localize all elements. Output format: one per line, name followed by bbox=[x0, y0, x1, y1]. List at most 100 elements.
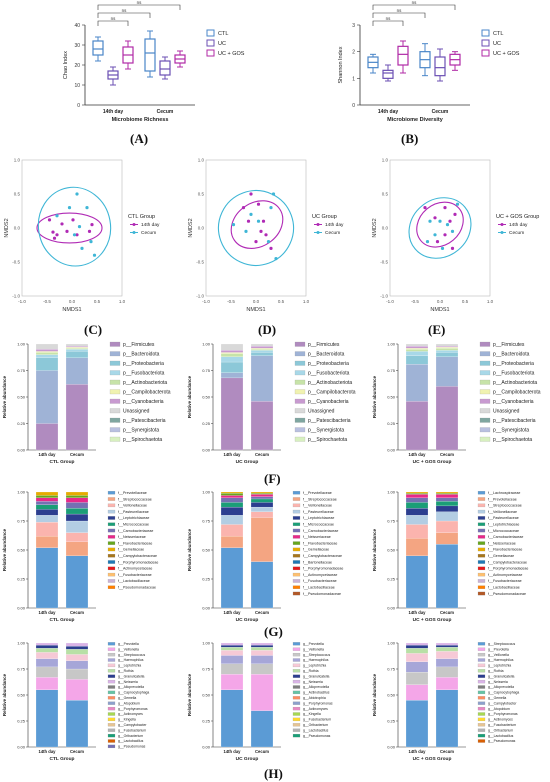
legend-label: f__Lactobacillaceae bbox=[488, 586, 520, 590]
legend-swatch bbox=[292, 658, 301, 662]
legend-swatch bbox=[294, 427, 306, 433]
bar-segment bbox=[250, 502, 274, 508]
legend-label: g__Prevotella bbox=[488, 647, 509, 651]
x-axis-title: UC Group bbox=[236, 617, 259, 623]
legend-marker bbox=[132, 223, 136, 226]
x-axis-title: UC + GOS Group bbox=[413, 617, 452, 623]
bar-segment bbox=[435, 346, 459, 348]
bar-segment bbox=[405, 700, 429, 748]
y-tick-label: 0.50 bbox=[387, 548, 396, 553]
y-tick-label: 0.75 bbox=[387, 667, 396, 672]
legend-swatch bbox=[292, 690, 301, 695]
legend-swatch bbox=[107, 585, 116, 589]
legend-swatch bbox=[107, 685, 116, 689]
bar-segment bbox=[405, 524, 429, 539]
bar-segment bbox=[405, 497, 429, 503]
bar-segment bbox=[35, 343, 59, 350]
legend-swatch bbox=[107, 560, 116, 564]
panel-label-b: (B) bbox=[401, 131, 419, 146]
legend-swatch bbox=[292, 585, 301, 589]
legend-swatch bbox=[477, 706, 486, 711]
y-tick-label: 0.25 bbox=[387, 577, 396, 582]
significance-bracket bbox=[372, 20, 404, 26]
legend-swatch bbox=[481, 49, 490, 57]
x-tick-label: 14th day bbox=[409, 610, 427, 615]
legend-swatch bbox=[107, 509, 116, 514]
bar-segment bbox=[35, 658, 59, 668]
legend-swatch bbox=[294, 341, 306, 347]
panel-b-diversity: 0 1 2 3 Shannon Index Microbiome Diversity 14t… bbox=[275, 0, 550, 130]
legend-label: f__Pseudomonadaceae bbox=[118, 586, 156, 590]
x-axis-title: UC Group bbox=[236, 459, 259, 465]
y-tick-label: 0.75 bbox=[17, 368, 26, 373]
legend-swatch bbox=[479, 427, 491, 433]
legend-label: g__Atopobium bbox=[488, 707, 510, 711]
legend-swatch bbox=[107, 723, 116, 727]
scatter-point bbox=[244, 229, 248, 233]
legend-label: g__Veillonella bbox=[118, 647, 139, 651]
legend-swatch bbox=[477, 566, 486, 571]
chart-h-genus: 0.00 0.25 0.50 0.75 1.00 Relative abundance 14… bbox=[2, 641, 519, 763]
legend-label: g__Veillonella bbox=[488, 653, 509, 657]
scatter-point bbox=[423, 206, 427, 210]
bar-segment bbox=[35, 501, 59, 505]
legend-label: g__Prevotella bbox=[118, 642, 139, 646]
legend-label: g__Leptotrichia bbox=[303, 664, 326, 668]
bar-segment bbox=[35, 648, 59, 653]
x-tick-label: 0.5 bbox=[94, 299, 101, 304]
legend-label: f__Gemellaceae bbox=[303, 548, 329, 552]
legend-swatch bbox=[109, 436, 121, 442]
bar-segment bbox=[220, 372, 244, 379]
legend-swatch bbox=[477, 701, 486, 705]
bar-segment bbox=[250, 352, 274, 356]
scatter-point bbox=[274, 257, 278, 261]
x-axis-title: Microbiome Richness bbox=[112, 117, 169, 123]
legend-swatch bbox=[292, 541, 301, 545]
bar-segment bbox=[65, 668, 89, 680]
legend-label: f__Actinomycetaceae bbox=[303, 573, 337, 577]
legend-swatch bbox=[109, 351, 121, 357]
bar-segment bbox=[35, 689, 59, 748]
bar-segment bbox=[405, 364, 429, 402]
legend-label: g__Porphyromonas bbox=[118, 707, 148, 711]
legend-swatch bbox=[206, 49, 215, 57]
legend-swatch bbox=[107, 674, 116, 678]
legend-label: 14th day bbox=[325, 222, 344, 228]
bar-segment bbox=[250, 493, 274, 495]
y-tick-label: 0.25 bbox=[17, 421, 26, 426]
x-tick-label: 14th day bbox=[409, 749, 427, 754]
y-tick-label: 1.00 bbox=[387, 342, 396, 347]
legend-swatch bbox=[477, 685, 486, 689]
significance-bracket bbox=[372, 4, 456, 10]
y-tick-label: 1.0 bbox=[14, 158, 21, 163]
bar-segment bbox=[405, 348, 429, 350]
bar-segment bbox=[220, 524, 244, 537]
bar-segment bbox=[65, 520, 89, 533]
legend-label: f__Carnobacteriaceae bbox=[303, 529, 338, 533]
bar-segment bbox=[435, 677, 459, 690]
bar-segment bbox=[405, 684, 429, 701]
y-tick-label: 0.0 bbox=[198, 226, 205, 231]
legend-swatch bbox=[477, 717, 486, 722]
y-axis-title: Relative abundance bbox=[2, 375, 7, 418]
y-axis-title: Relative abundance bbox=[2, 528, 7, 571]
bar-segment bbox=[435, 644, 459, 648]
scatter-point bbox=[90, 223, 94, 227]
legend-label: g__Fusobacterium bbox=[118, 728, 146, 732]
bar-segment bbox=[65, 347, 89, 349]
box-uc-gos bbox=[397, 45, 409, 66]
legend-label: p__Proteobacteria bbox=[123, 361, 164, 367]
bar-segment bbox=[250, 674, 274, 711]
x-axis-title: CTL Group bbox=[50, 756, 75, 762]
legend-swatch bbox=[107, 712, 116, 716]
x-axis-title: NMDS1 bbox=[62, 307, 81, 313]
legend-marker bbox=[500, 223, 504, 226]
bar-segment bbox=[250, 491, 274, 494]
bar-segment bbox=[65, 555, 89, 609]
legend-label: g__Capnocytophaga bbox=[118, 691, 149, 695]
legend-swatch bbox=[477, 663, 486, 668]
bar-segment bbox=[35, 357, 59, 371]
y-tick-label: 0.00 bbox=[202, 448, 211, 453]
x-tick-label: Cecum bbox=[70, 452, 84, 457]
legend-swatch bbox=[477, 696, 486, 700]
